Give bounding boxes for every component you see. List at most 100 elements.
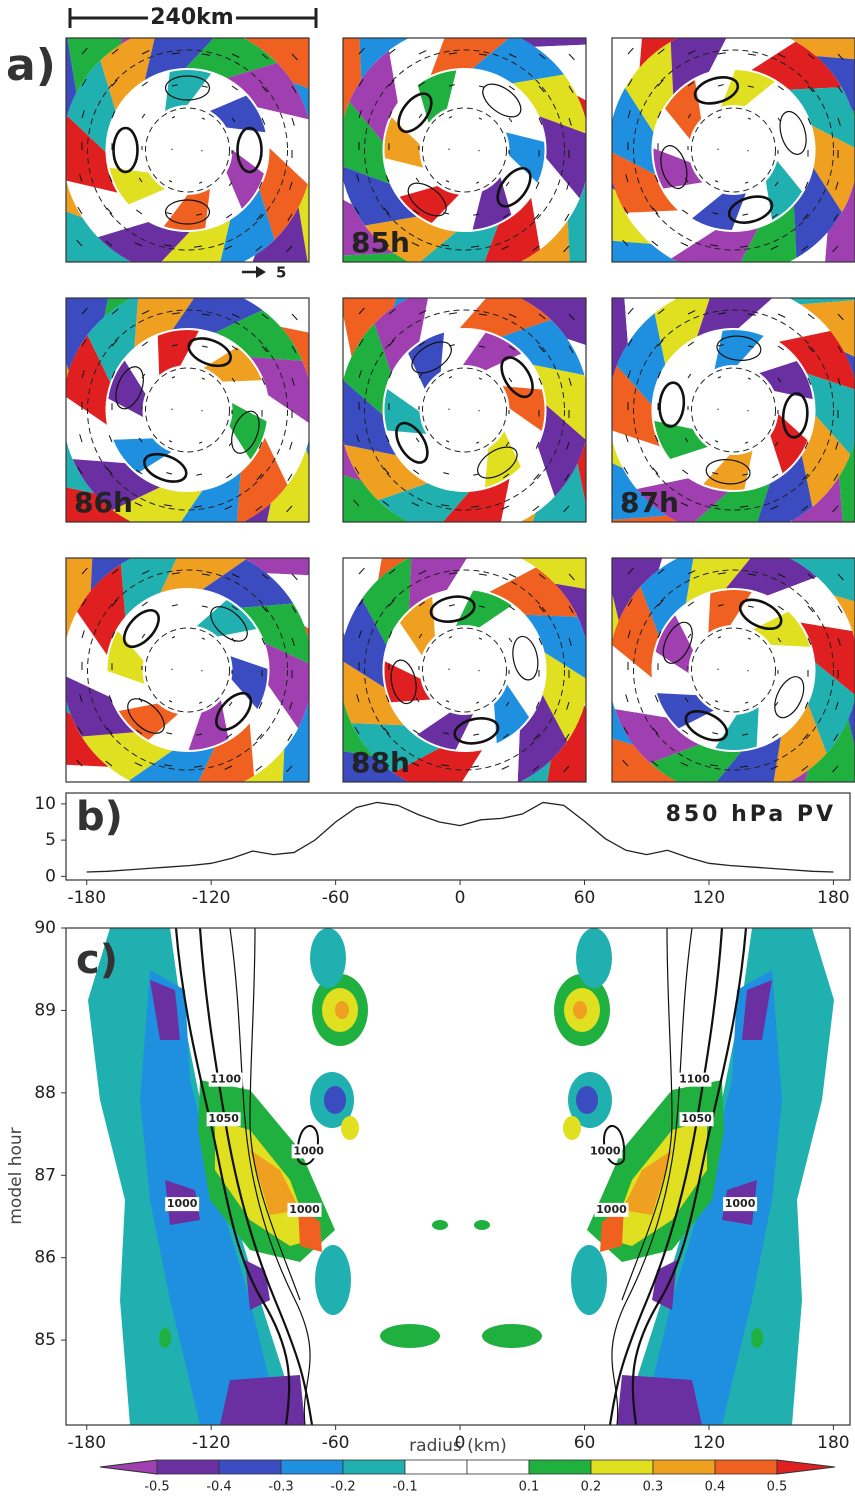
wind-vector [76, 239, 83, 247]
wind-vector [196, 473, 203, 476]
wind-vector [105, 500, 113, 507]
dashed-ring [422, 107, 507, 193]
wind-vector [687, 341, 694, 347]
shading [67, 60, 116, 152]
wind-vector [286, 505, 293, 513]
wind-vector [141, 113, 146, 119]
shading [502, 386, 545, 431]
wind-vector [443, 212, 450, 215]
shading [692, 193, 746, 230]
contour-label-bg [723, 1197, 758, 1212]
contour [127, 698, 165, 734]
wind-vector [654, 435, 659, 443]
colorbar-segment [466, 1459, 530, 1475]
wind-vector [627, 370, 631, 379]
y-tick-label: 85 [34, 1330, 56, 1350]
colorbar-tick-label: 0.2 [581, 1480, 602, 1495]
wind-vector [680, 502, 689, 507]
dashed-ring [145, 367, 230, 453]
wind-vector [627, 78, 633, 87]
wind-vector [291, 117, 295, 126]
wind-vector [687, 50, 696, 55]
wind-vector [448, 572, 457, 575]
dashed-ring [364, 569, 565, 771]
wind-vector [563, 245, 570, 253]
x-tick-label: -60 [322, 888, 350, 908]
contour [716, 335, 762, 361]
shading [531, 158, 580, 250]
wind-vector [385, 695, 390, 703]
shading [519, 558, 586, 589]
shading [554, 583, 586, 641]
wind-vector [568, 117, 572, 126]
shading [66, 115, 118, 193]
x-tick-label: 120 [693, 888, 725, 908]
shading [788, 770, 809, 782]
shading [654, 420, 708, 460]
wind-vector [382, 240, 390, 247]
shading [377, 483, 470, 522]
shading [298, 179, 309, 262]
shading [306, 439, 309, 458]
wind-vector [837, 573, 844, 581]
shading [639, 38, 679, 68]
wind-vector [415, 177, 420, 183]
wind-vector [623, 206, 629, 215]
shading [280, 326, 309, 381]
wind-vector [358, 338, 364, 347]
wind-vector [712, 212, 719, 215]
wind-vector [777, 573, 786, 578]
wind-vector [445, 180, 450, 183]
wind-vector [231, 117, 236, 123]
contour [662, 621, 693, 664]
wind-vector [418, 50, 427, 55]
wind-vector [503, 473, 510, 479]
wind-vector [538, 117, 543, 125]
wind-vector [747, 53, 756, 56]
wind-vector [415, 437, 420, 443]
dashed-ring [691, 627, 776, 713]
wind-vector [111, 339, 118, 347]
shading [793, 167, 842, 259]
panel-frame [65, 37, 310, 263]
panel-a-label: a) [6, 40, 56, 91]
wind-vector [134, 502, 143, 507]
colorbar-segment [714, 1459, 778, 1475]
shading [714, 330, 764, 370]
shading [163, 188, 210, 230]
shading [282, 699, 309, 782]
shading [108, 360, 146, 418]
wind-vector [228, 701, 233, 707]
wind-vector [201, 85, 208, 88]
dashed-ring [633, 309, 834, 511]
shading [612, 738, 679, 782]
shading [220, 189, 275, 262]
shading [66, 558, 93, 641]
shading [693, 0, 814, 32]
wind-vector [201, 313, 210, 316]
wind-vector [76, 759, 83, 767]
shading [118, 703, 179, 740]
wind-vector [168, 180, 173, 183]
wind-vector [564, 213, 570, 222]
colorbar-tick-label: -0.2 [330, 1480, 355, 1495]
wind-vector [651, 240, 659, 247]
contour [500, 356, 534, 399]
wind-vector [289, 181, 293, 190]
shading [230, 656, 268, 710]
shading [112, 487, 203, 522]
colorbar-tick-label: -0.3 [268, 1480, 293, 1495]
wind-vector [563, 505, 570, 513]
wind-vector [445, 440, 450, 443]
wind-vector [802, 473, 809, 481]
shading [409, 558, 468, 610]
shading [811, 125, 855, 213]
wind-vector [747, 605, 754, 608]
y-tick-label: 87 [34, 1165, 56, 1185]
dashed-ring [422, 367, 507, 453]
shading [430, 38, 510, 76]
shading [655, 615, 694, 674]
wind-vector [804, 181, 809, 189]
wind-vector [81, 78, 87, 87]
wind-vector [566, 441, 570, 450]
